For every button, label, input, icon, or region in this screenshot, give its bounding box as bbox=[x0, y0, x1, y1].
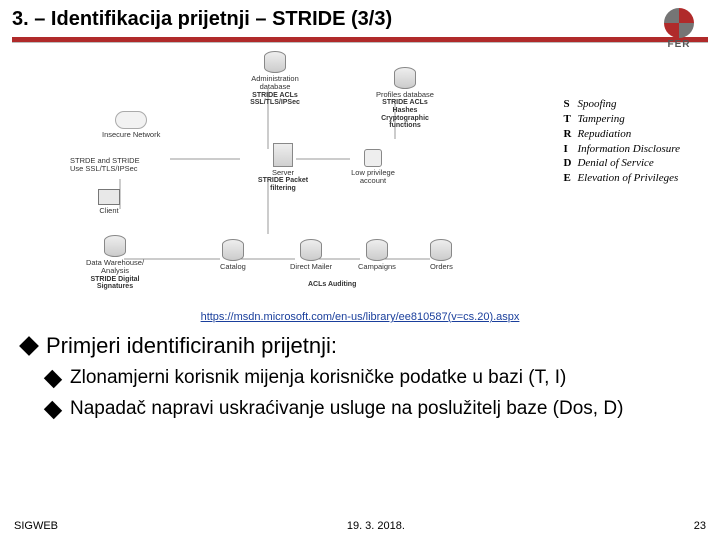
stride-legend: SSpoofing TTampering RRepudiation IInfor… bbox=[563, 97, 680, 186]
rule-line bbox=[12, 42, 708, 43]
campaigns-node: Campaigns bbox=[358, 239, 396, 271]
profiles-db-node: Profiles database STRIDE ACLs Hashes Cry… bbox=[370, 67, 440, 130]
source-url[interactable]: https://msdn.microsoft.com/en-us/library… bbox=[0, 311, 720, 323]
fer-logo: FER bbox=[652, 6, 706, 50]
list-item: Zlonamjerni korisnik mijenja korisničke … bbox=[70, 367, 566, 390]
orders-node: Orders bbox=[430, 239, 453, 271]
bullet-icon bbox=[19, 336, 39, 356]
footer-left: SIGWEB bbox=[14, 520, 58, 532]
server-node: Server STRIDE Packet filtering bbox=[248, 143, 318, 193]
slide-title: 3. – Identifikacija prijetnji – STRIDE (… bbox=[12, 8, 708, 31]
direct-mailer-node: Direct Mailer bbox=[290, 239, 332, 271]
msdn-link[interactable]: https://msdn.microsoft.com/en-us/library… bbox=[201, 311, 520, 323]
insecure-network-node: Insecure Network bbox=[102, 111, 160, 139]
bullet-icon bbox=[44, 370, 62, 388]
architecture-diagram: Administration database STRIDE ACLs SSL/… bbox=[40, 49, 680, 309]
footer-page: 23 bbox=[694, 520, 706, 532]
section-heading: Primjeri identificiranih prijetnji: bbox=[46, 333, 337, 359]
list-item: Napadač napravi uskraćivanje usluge na p… bbox=[70, 398, 623, 421]
footer-date: 19. 3. 2018. bbox=[347, 520, 405, 532]
admin-db-node: Administration database STRIDE ACLs SSL/… bbox=[240, 51, 310, 107]
client-node: Client bbox=[98, 189, 120, 215]
data-warehouse-node: Data Warehouse/ Analysis STRIDE Digital … bbox=[80, 235, 150, 291]
low-priv-node: Low privilege account bbox=[338, 149, 408, 186]
bullet-icon bbox=[44, 401, 62, 419]
client-stride-node: STRDE and STRIDE Use SSL/TLS/IPSec bbox=[70, 157, 140, 174]
catalog-node: Catalog bbox=[220, 239, 246, 271]
acls-node: ACLs Auditing bbox=[308, 281, 356, 289]
